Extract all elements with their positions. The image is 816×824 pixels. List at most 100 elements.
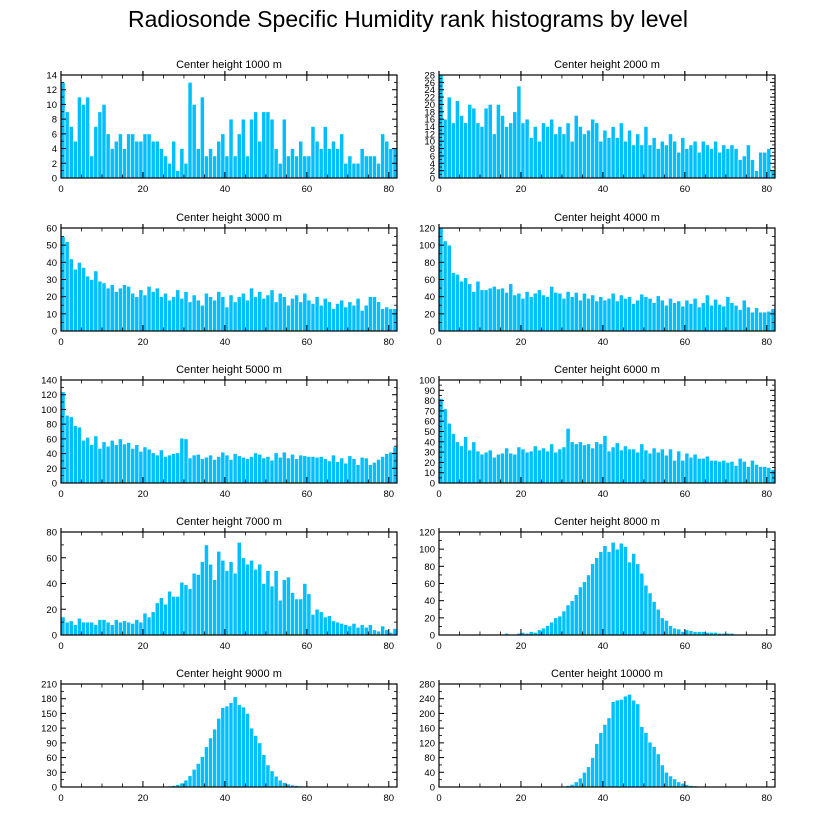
y-tick-label: 80 bbox=[424, 562, 435, 573]
histogram-bar bbox=[606, 298, 612, 332]
y-tick-label: 60 bbox=[46, 753, 57, 764]
histogram-bar bbox=[450, 122, 456, 179]
histogram-bar bbox=[245, 563, 250, 636]
histogram-bar bbox=[228, 561, 234, 636]
histogram-bar bbox=[294, 294, 299, 332]
histogram-bar bbox=[487, 104, 493, 179]
histogram-bar bbox=[500, 452, 505, 484]
histogram-bar bbox=[150, 291, 156, 332]
histogram-bar bbox=[200, 458, 205, 484]
histogram-bar bbox=[269, 459, 275, 484]
histogram-bar bbox=[277, 456, 283, 484]
histogram-bar bbox=[647, 144, 653, 179]
histogram-bar bbox=[647, 298, 653, 332]
histogram-bar bbox=[696, 306, 702, 332]
histogram-bar bbox=[483, 289, 489, 332]
histogram-bar bbox=[684, 452, 690, 484]
histogram-bar bbox=[257, 454, 263, 484]
y-tick-label: 6 bbox=[430, 151, 435, 162]
histogram-bar bbox=[347, 301, 353, 332]
histogram-bar bbox=[618, 699, 624, 788]
histogram-bar bbox=[672, 627, 677, 636]
histogram-bar bbox=[692, 453, 698, 484]
histogram-bar bbox=[672, 140, 677, 179]
histogram-bar bbox=[491, 456, 497, 484]
histogram-bar bbox=[565, 428, 571, 484]
histogram-bar bbox=[631, 553, 636, 636]
histogram-bar bbox=[659, 448, 665, 484]
histogram-bar bbox=[179, 437, 185, 484]
histogram-bar bbox=[126, 133, 131, 179]
histogram-bar bbox=[598, 296, 604, 332]
x-tick-label: 20 bbox=[516, 184, 527, 195]
histogram-bar bbox=[253, 569, 258, 636]
histogram-bar bbox=[750, 311, 755, 332]
histogram-bar bbox=[212, 579, 218, 636]
histogram-bar bbox=[709, 460, 714, 484]
histogram-bar bbox=[281, 296, 287, 332]
histogram-bar bbox=[97, 448, 103, 484]
histogram-bar bbox=[277, 292, 283, 332]
histogram-bar bbox=[253, 452, 258, 484]
y-tick-label: 20 bbox=[46, 292, 57, 303]
chart-panel-1: Center height 1000 m 0 2 4 6 8 10 12 14 0 20 40 60 80 bbox=[46, 59, 398, 195]
histogram-bar bbox=[459, 280, 464, 332]
histogram-bar bbox=[639, 443, 645, 484]
histogram-bar bbox=[643, 126, 649, 179]
histogram-bar bbox=[159, 597, 164, 636]
histogram-bar bbox=[758, 466, 764, 484]
histogram-bar bbox=[467, 104, 473, 179]
x-tick-label: 0 bbox=[436, 793, 441, 804]
histogram-bar bbox=[384, 140, 390, 179]
histogram-bar bbox=[171, 296, 177, 332]
histogram-bar bbox=[339, 299, 345, 332]
histogram-bar bbox=[594, 743, 600, 788]
y-tick-label: 0 bbox=[430, 479, 435, 490]
histogram-bar bbox=[343, 624, 349, 636]
histogram-bar bbox=[359, 456, 365, 484]
histogram-bar bbox=[442, 240, 448, 332]
histogram-bar bbox=[623, 445, 628, 484]
histogram-bar bbox=[606, 450, 612, 484]
histogram-bar bbox=[532, 445, 538, 484]
x-tick-label: 20 bbox=[138, 489, 149, 500]
histogram-bar bbox=[557, 126, 563, 179]
histogram-bar bbox=[610, 292, 616, 332]
y-tick-label: 8 bbox=[430, 144, 435, 155]
histogram-bar bbox=[355, 464, 361, 484]
histogram-bar bbox=[109, 440, 115, 484]
histogram-bar bbox=[725, 148, 731, 179]
histogram-bar bbox=[204, 544, 209, 636]
y-tick-label: 20 bbox=[424, 613, 435, 624]
histogram-bar bbox=[520, 448, 526, 484]
histogram-bar bbox=[236, 296, 242, 332]
histogram-bar bbox=[737, 309, 743, 332]
histogram-bar bbox=[93, 126, 99, 179]
histogram-bar bbox=[236, 704, 242, 788]
histogram-bar bbox=[122, 148, 127, 179]
x-tick-label: 80 bbox=[762, 184, 773, 195]
histogram-bar bbox=[81, 440, 86, 484]
histogram-bar bbox=[372, 155, 377, 179]
histogram-bar bbox=[126, 621, 131, 636]
histogram-bar bbox=[216, 291, 222, 332]
histogram-bar bbox=[359, 310, 365, 332]
y-tick-label: 18 bbox=[424, 107, 435, 118]
histogram-bar bbox=[590, 563, 596, 636]
histogram-bar bbox=[368, 464, 373, 484]
histogram-bar bbox=[651, 601, 657, 636]
x-tick-label: 0 bbox=[58, 489, 63, 500]
histogram-bar bbox=[594, 122, 600, 179]
histogram-bar bbox=[335, 303, 340, 332]
histogram-bar bbox=[81, 267, 86, 332]
histogram-bar bbox=[524, 291, 530, 332]
histogram-bar bbox=[696, 457, 702, 484]
histogram-bar bbox=[541, 447, 546, 484]
y-tick-label: 26 bbox=[424, 78, 435, 89]
histogram-bar bbox=[586, 443, 591, 484]
histogram-bar bbox=[220, 296, 226, 332]
histogram-bar bbox=[331, 620, 336, 636]
histogram-bar bbox=[310, 126, 316, 179]
y-tick-label: 40 bbox=[424, 768, 435, 779]
histogram-bar bbox=[322, 126, 328, 179]
